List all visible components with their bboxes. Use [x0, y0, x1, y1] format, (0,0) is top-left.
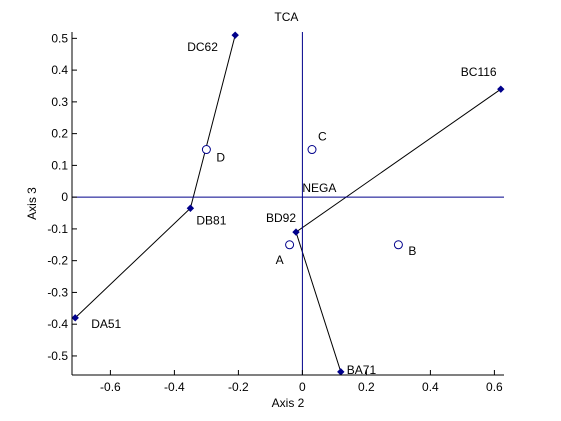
x-tick-label: -0.6 — [100, 380, 121, 394]
reference-lines — [72, 32, 504, 375]
variable-point — [337, 368, 345, 376]
variable-point-label: DA51 — [91, 317, 121, 331]
open-point-label: D — [216, 151, 225, 165]
y-tick-label: -0.2 — [47, 254, 68, 268]
open-point — [393, 240, 403, 250]
variable-point — [231, 31, 239, 39]
y-tick-label: 0.5 — [51, 31, 68, 45]
data-points — [71, 31, 505, 376]
variable-point — [292, 228, 300, 236]
y-tick-label: 0.4 — [51, 63, 68, 77]
y-tick-label: 0.1 — [51, 158, 68, 172]
variable-point — [71, 314, 79, 322]
point-labels: DC62 DB81 DA51 BC116 BD92 BA71 A B C D — [91, 40, 497, 377]
y-tick-label: 0.2 — [51, 127, 68, 141]
y-tick-label: -0.3 — [47, 285, 68, 299]
y-tick-label: 0.3 — [51, 95, 68, 109]
y-tick-label: -0.1 — [47, 222, 68, 236]
variable-point — [186, 204, 195, 212]
plot-frame — [71, 32, 504, 376]
variable-point-label: BC116 — [461, 65, 497, 79]
variable-point-label: DC62 — [187, 40, 218, 54]
axis-ticks: -0.6 -0.4 -0.2 0 0.2 0.4 0.6 -0.5 -0.4 -0.3 -0.2 -0… — [47, 31, 503, 394]
variable-point-label: BA71 — [347, 363, 377, 377]
horizontal-reference-label: NEGA — [302, 181, 336, 195]
open-point-label: C — [318, 130, 327, 144]
variable-point-label: BD92 — [266, 211, 296, 225]
y-tick-label: -0.4 — [47, 317, 68, 331]
open-point — [285, 240, 295, 250]
y-tick-label: 0 — [61, 190, 68, 204]
x-tick-label: -0.2 — [228, 380, 249, 394]
x-tick-label: -0.4 — [164, 380, 185, 394]
trajectory-line — [295, 88, 502, 372]
variable-point-label: DB81 — [196, 213, 226, 227]
x-tick-label: 0 — [299, 380, 306, 394]
y-tick-label: -0.5 — [47, 349, 68, 363]
x-tick-label: 0.2 — [358, 380, 375, 394]
trajectory-lines — [74, 35, 502, 372]
x-tick-label: 0.6 — [486, 380, 503, 394]
open-point-label: B — [408, 244, 416, 258]
x-axis-label: Axis 2 — [272, 396, 305, 410]
y-axis-label: Axis 3 — [25, 187, 39, 220]
trajectory-line — [74, 35, 236, 319]
variable-point — [497, 85, 505, 93]
open-point — [201, 145, 211, 155]
open-point — [307, 145, 317, 155]
x-tick-label: 0.4 — [422, 380, 439, 394]
open-point-label: A — [276, 253, 284, 267]
vertical-reference-label: TCA — [274, 10, 298, 24]
